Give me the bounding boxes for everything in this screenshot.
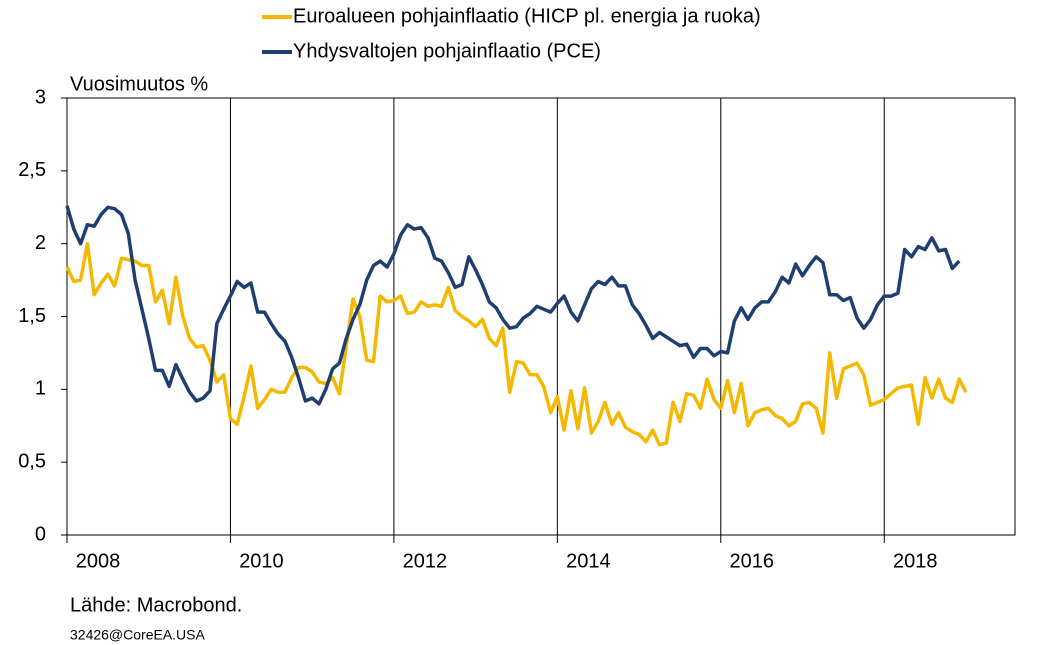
y-axis-label: Vuosimuutos % bbox=[70, 73, 208, 95]
y-tick-label: 2,5 bbox=[18, 159, 46, 181]
y-tick-label: 0 bbox=[35, 523, 46, 545]
legend-label: Yhdysvaltojen pohjainflaatio (PCE) bbox=[293, 40, 601, 62]
series-line bbox=[65, 241, 968, 447]
x-tick-label: 2008 bbox=[76, 550, 121, 572]
legend-label: Euroalueen pohjainflaatio (HICP pl. ener… bbox=[293, 5, 761, 27]
x-tick-label: 2012 bbox=[403, 550, 448, 572]
plot-frame bbox=[66, 97, 1016, 536]
footnote: 32426@CoreEA.USA bbox=[70, 627, 206, 643]
y-tick-label: 1 bbox=[35, 378, 46, 400]
source: Lähde: Macrobond. bbox=[70, 594, 242, 616]
y-tick-label: 2 bbox=[35, 232, 46, 254]
x-tick-label: 2016 bbox=[730, 550, 775, 572]
series-line bbox=[65, 205, 961, 406]
y-tick-label: 0,5 bbox=[18, 450, 46, 472]
y-tick-label: 1,5 bbox=[18, 305, 46, 327]
y-tick-label: 3 bbox=[35, 86, 46, 108]
x-tick-label: 2018 bbox=[893, 550, 938, 572]
x-tick-label: 2010 bbox=[239, 550, 284, 572]
x-tick-label: 2014 bbox=[566, 550, 611, 572]
